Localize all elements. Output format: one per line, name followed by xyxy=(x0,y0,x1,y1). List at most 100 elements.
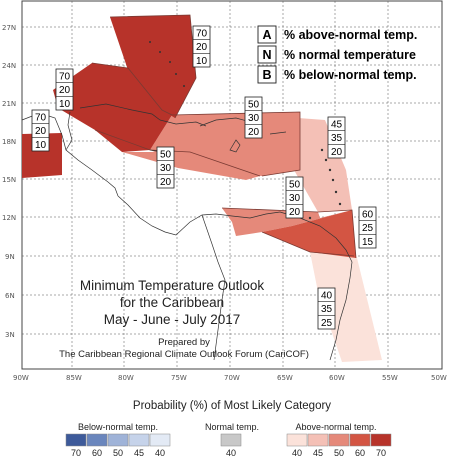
lat-tick: 27N xyxy=(2,24,16,32)
lat-tick: 18N xyxy=(2,138,16,146)
lon-tick: 55W xyxy=(382,374,398,382)
prob-above: 40 xyxy=(321,291,333,302)
legend-value-above: 45 xyxy=(313,448,323,458)
prob-below: 10 xyxy=(59,99,71,110)
prob-above: 45 xyxy=(331,120,343,131)
lon-tick: 85W xyxy=(66,374,82,382)
region-lesser-antilles xyxy=(294,118,352,212)
legend-swatch-above xyxy=(370,433,392,447)
prob-normal: 35 xyxy=(331,133,343,144)
region-jamaica xyxy=(122,152,260,180)
prob-normal: 30 xyxy=(160,163,172,174)
prob-box-bahamas: 70 20 10 xyxy=(192,25,211,68)
legend-normal-label: Normal temp. xyxy=(205,422,259,432)
legend-title: Probability (%) of Most Likely Category xyxy=(133,400,331,412)
prob-above: 50 xyxy=(289,180,301,191)
legend-value-above: 70 xyxy=(376,448,386,458)
prob-box-trinidad-guyana: 60 25 15 xyxy=(358,206,377,249)
legend-swatch-below xyxy=(128,433,150,447)
legend-swatch-above xyxy=(307,433,329,447)
title-line: for the Caribbean xyxy=(120,295,224,310)
prob-above: 50 xyxy=(248,100,260,111)
lat-tick: 15N xyxy=(2,176,16,184)
lat-tick: 9N xyxy=(5,253,15,261)
legend-swatch-below xyxy=(107,433,129,447)
prob-normal: 35 xyxy=(321,304,333,315)
prob-box-southern-caribbean: 50 30 20 xyxy=(285,176,304,219)
lat-tick: 24N xyxy=(2,62,16,70)
lon-tick: 65W xyxy=(277,374,293,382)
prob-below: 20 xyxy=(248,127,260,138)
lat-tick: 6N xyxy=(5,292,15,300)
legend-value-below: 70 xyxy=(71,448,81,458)
legend-value-below: 45 xyxy=(134,448,144,458)
lat-tick: 3N xyxy=(5,331,15,339)
region-southern-caribbean xyxy=(222,208,352,236)
legend-value-above: 40 xyxy=(292,448,302,458)
prob-normal: 25 xyxy=(362,223,374,234)
legend-value-normal: 40 xyxy=(226,448,236,458)
key-text-above: % above-normal temp. xyxy=(284,28,417,42)
legend-above-label: Above-normal temp. xyxy=(295,422,376,432)
legend-swatch-normal xyxy=(220,433,242,447)
legend-swatch-below xyxy=(65,433,87,447)
category-key: A % above-normal temp. N % normal temper… xyxy=(257,25,417,84)
legend-swatch-below xyxy=(86,433,108,447)
prob-box-guianas: 40 35 25 xyxy=(317,287,336,330)
key-letter-below: B xyxy=(262,68,271,82)
island-dots xyxy=(149,41,342,220)
region-guianas xyxy=(310,252,382,362)
key-letter-normal: N xyxy=(262,48,271,62)
lon-tick: 50W xyxy=(431,374,447,382)
legend-value-above: 60 xyxy=(355,448,365,458)
lat-tick: 21N xyxy=(2,100,16,108)
prepared-line: The Caribbean Regional Climate Outlook F… xyxy=(59,349,309,360)
key-text-normal: % normal temperature xyxy=(284,48,416,62)
prob-above: 70 xyxy=(59,72,71,83)
prob-box-jamaica: 50 30 20 xyxy=(156,146,175,189)
legend-swatch-above xyxy=(349,433,371,447)
lat-tick-labels: 27N 24N 21N 18N 15N 12N 9N 6N 3N xyxy=(2,24,16,339)
title-line: Minimum Temperature Outlook xyxy=(80,278,265,293)
prob-box-greater-antilles: 50 30 20 xyxy=(244,96,263,139)
lon-tick: 90W xyxy=(13,374,29,382)
lon-tick: 60W xyxy=(329,374,345,382)
prob-below: 10 xyxy=(196,56,208,67)
prob-normal: 30 xyxy=(289,193,301,204)
legend-swatch-above xyxy=(328,433,350,447)
prob-below: 10 xyxy=(35,140,47,151)
legend-value-below: 60 xyxy=(92,448,102,458)
map-title: Minimum Temperature Outlook for the Cari… xyxy=(59,278,309,360)
lat-tick: 12N xyxy=(2,214,16,222)
lon-tick: 75W xyxy=(171,374,187,382)
legend-swatch-below xyxy=(149,433,171,447)
prob-below: 20 xyxy=(331,147,343,158)
legend-swatches: 70 60 50 45 40 40 40 45 50 60 70 xyxy=(65,433,392,458)
prob-below: 25 xyxy=(321,318,333,329)
lon-tick: 80W xyxy=(118,374,134,382)
prob-above: 70 xyxy=(196,29,208,40)
prob-above: 70 xyxy=(35,113,47,124)
prob-normal: 20 xyxy=(196,42,208,53)
prob-normal: 20 xyxy=(35,126,47,137)
legend-below-label: Below-normal temp. xyxy=(78,422,158,432)
lon-tick-labels: 90W 85W 80W 75W 70W 65W 60W 55W 50W xyxy=(13,374,447,382)
prob-below: 15 xyxy=(362,237,374,248)
legend-value-below: 40 xyxy=(155,448,165,458)
prob-box-lesser-antilles: 45 35 20 xyxy=(327,116,346,159)
lon-tick: 70W xyxy=(224,374,240,382)
key-letter-above: A xyxy=(262,28,271,42)
region-cuba xyxy=(53,63,172,152)
prob-box-belize-yucatan: 70 20 10 xyxy=(31,109,50,152)
prob-below: 20 xyxy=(160,177,172,188)
legend-value-below: 50 xyxy=(113,448,123,458)
key-text-below: % below-normal temp. xyxy=(284,68,417,82)
title-line: May - June - July 2017 xyxy=(104,312,241,327)
prob-above: 60 xyxy=(362,210,374,221)
prob-box-cuba: 70 20 10 xyxy=(55,68,74,111)
region-bahamas xyxy=(110,15,196,118)
legend-value-above: 50 xyxy=(334,448,344,458)
map-frame xyxy=(21,0,443,370)
